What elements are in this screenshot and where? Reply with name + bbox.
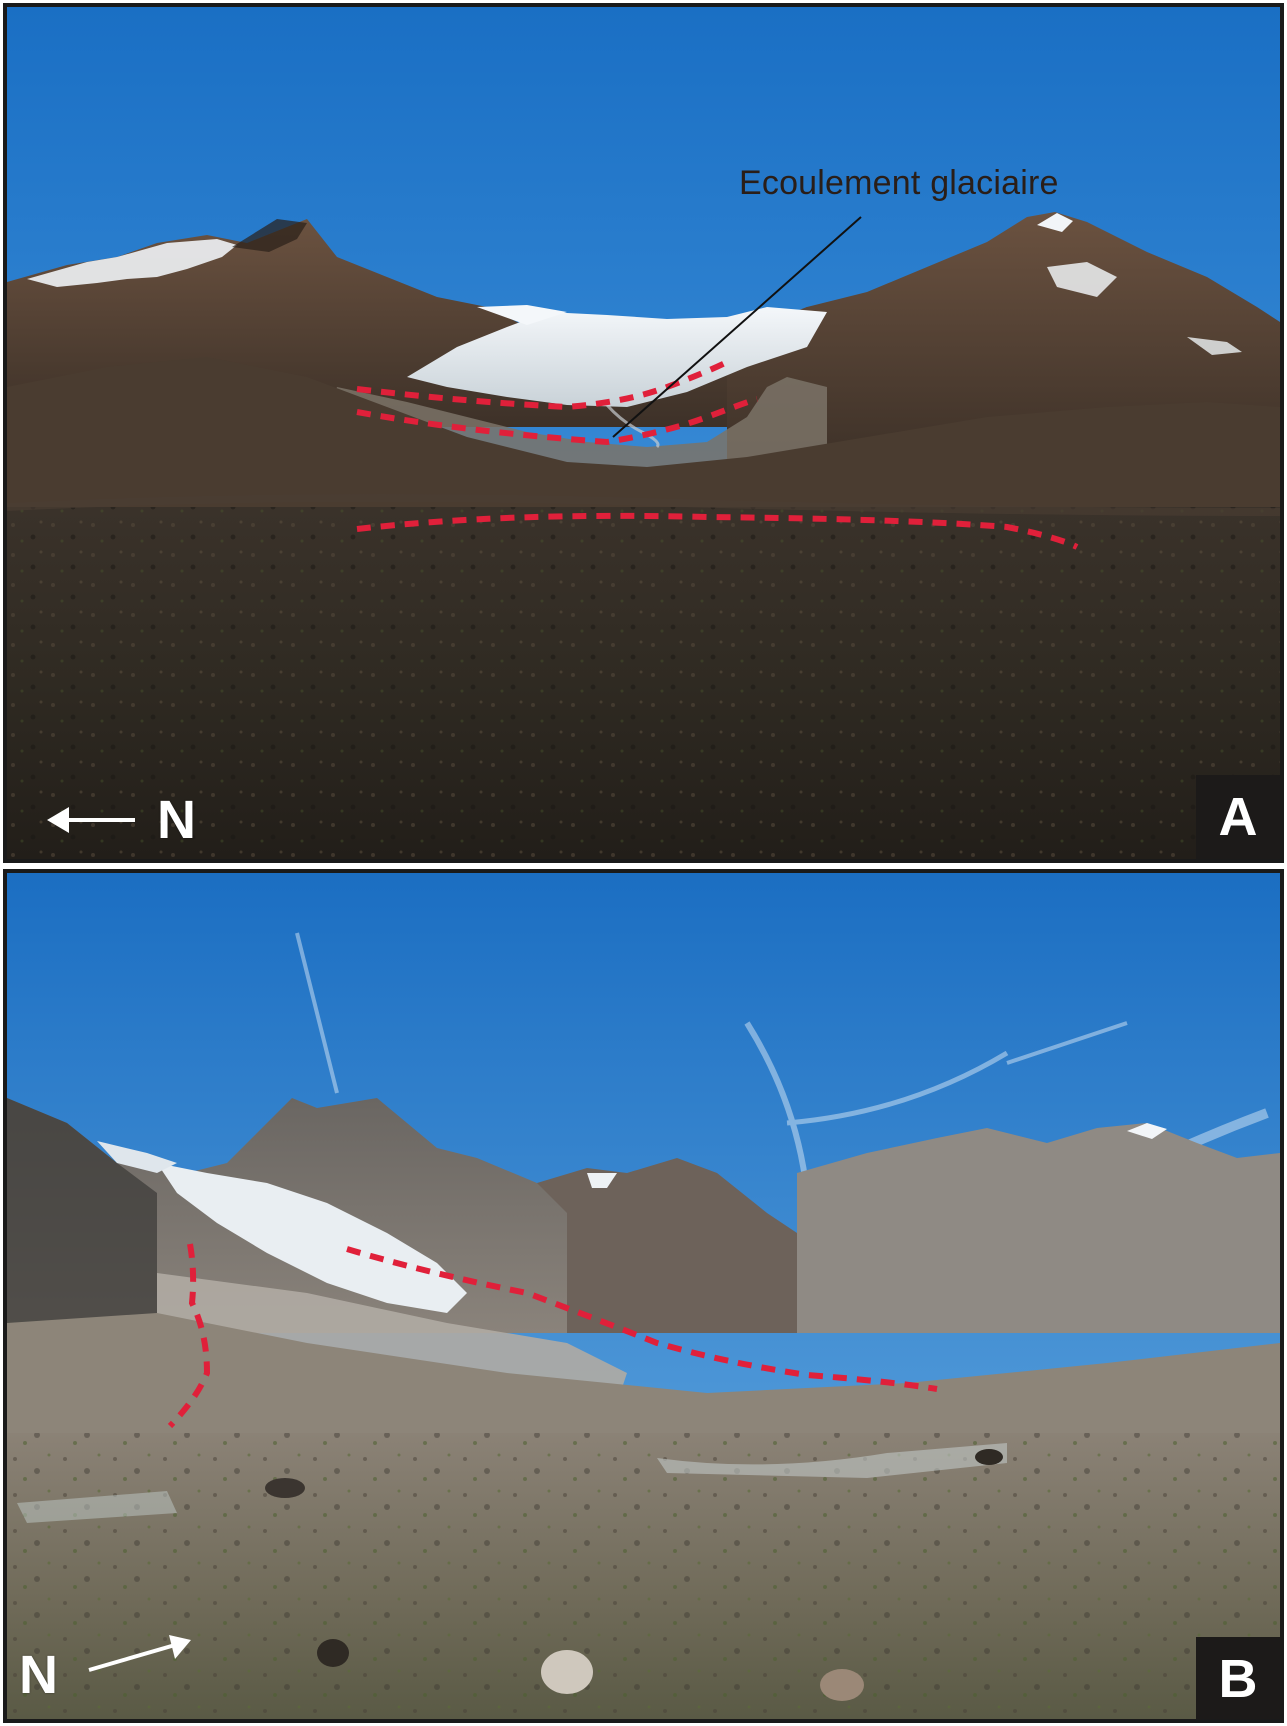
right-mountain-a <box>727 212 1280 467</box>
panel-label-b: B <box>1196 1637 1280 1719</box>
boulders-b <box>265 1449 1003 1701</box>
panel-label-a: A <box>1196 775 1280 859</box>
flow-annotation-label: Ecoulement glaciaire <box>739 164 1059 202</box>
annotation-leader-line <box>612 216 862 438</box>
clouds-b <box>295 932 1269 1194</box>
glacier-ice-b <box>157 1163 467 1313</box>
far-peaks-b <box>797 1123 1280 1333</box>
mid-peaks-b <box>537 1158 797 1333</box>
north-arrow-b <box>88 1635 191 1672</box>
photo-panel-b: N B <box>3 869 1284 1723</box>
glacier-ice-a <box>407 307 827 407</box>
north-arrow-a <box>47 807 135 833</box>
mid-hills-a <box>7 357 1280 537</box>
landscape-photo-b <box>7 873 1280 1719</box>
landscape-photo-a <box>7 7 1280 859</box>
moraine-boundary-lines-b <box>167 1243 938 1429</box>
north-label-a: N <box>157 790 196 850</box>
north-label-b: N <box>19 1645 58 1705</box>
photo-panel-a: Ecoulement glaciaire N A <box>3 3 1284 863</box>
moraine-boundary-lines-a <box>356 359 1079 550</box>
